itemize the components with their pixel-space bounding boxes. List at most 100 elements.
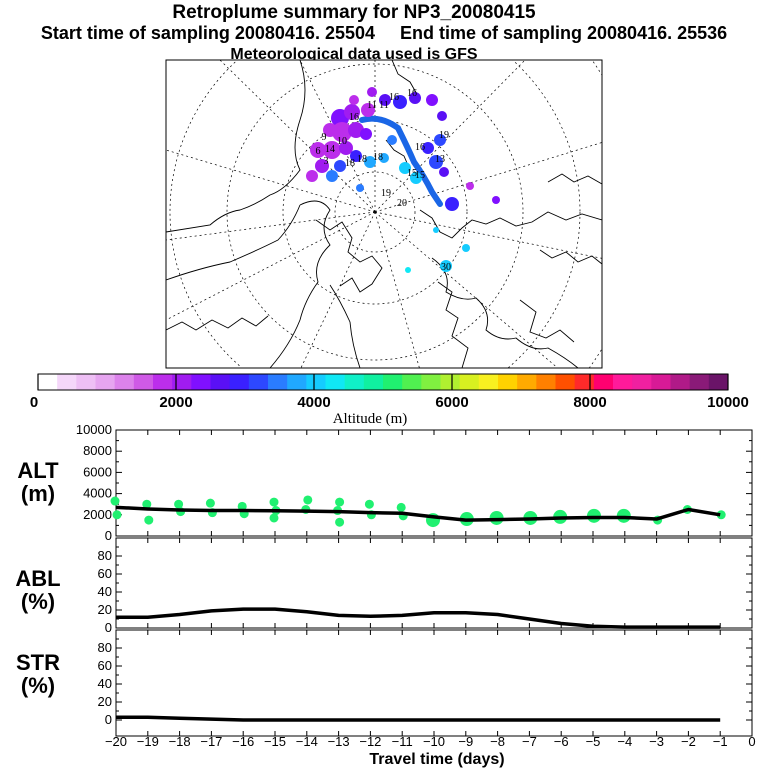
alt-scatter-point	[110, 496, 120, 506]
plume-point-label: 14	[325, 144, 335, 155]
colorbar-swatch	[670, 374, 691, 390]
colorbar-tick-label: 2000	[159, 394, 192, 411]
alt-scatter-point	[335, 517, 345, 527]
alt-scatter-point	[396, 502, 406, 512]
plume-point	[367, 87, 377, 97]
y-tick-label: 20	[98, 694, 112, 709]
alt-scatter-point	[205, 498, 215, 508]
y-tick-label: 40	[98, 584, 112, 599]
plume-point	[332, 122, 352, 142]
plume-point	[306, 170, 318, 182]
x-tick-label: −16	[232, 734, 254, 749]
plume-point	[445, 197, 459, 211]
coastlines	[166, 60, 602, 368]
plume-point	[387, 135, 397, 145]
colorbar-swatch	[383, 374, 403, 390]
alt-scatter-point	[144, 515, 154, 525]
chart-title: Retroplume summary for NP3_20080415	[172, 2, 536, 23]
plume-point-label: 15	[407, 168, 417, 179]
plume-point	[349, 95, 359, 105]
colorbar-tick-label: 10000	[707, 394, 749, 411]
colorbar-swatch	[440, 374, 461, 390]
y-tick-label: 4000	[83, 486, 112, 501]
colorbar-swatch	[172, 374, 192, 390]
colorbar-swatch	[95, 374, 116, 390]
plume-point	[434, 134, 446, 146]
y-tick-label: 10000	[76, 422, 112, 437]
x-tick-label: −2	[681, 734, 696, 749]
x-tick-label: −12	[359, 734, 381, 749]
plume-point-label: 11	[379, 100, 389, 111]
plume-point-label: 6	[316, 146, 321, 157]
colorbar-swatch	[689, 374, 710, 390]
colorbar-swatch	[459, 374, 480, 390]
y-tick-label: 20	[98, 602, 112, 617]
plume-point-label: 10	[337, 136, 347, 147]
y-tick-label: 80	[98, 640, 112, 655]
x-tick-label: −15	[264, 734, 286, 749]
colorbar-swatch	[268, 374, 288, 390]
sampling-times: Start time of sampling 20080416. 25504 E…	[40, 23, 728, 43]
plume-point-label: 16	[407, 88, 417, 99]
colorbar-swatch	[133, 374, 154, 390]
plume-point-label: 20	[397, 198, 407, 209]
x-tick-label: −11	[392, 734, 413, 749]
colorbar-swatch	[210, 374, 231, 390]
plume-point	[462, 244, 470, 252]
plume-point-label: 19	[439, 130, 449, 141]
colorbar-swatch	[421, 374, 441, 390]
colorbar-swatch	[536, 374, 556, 390]
alt-scatter-point	[142, 499, 152, 509]
plume-point-label: 11	[367, 100, 377, 111]
colorbar-tick-label: 4000	[297, 394, 330, 411]
colorbar-swatch	[555, 374, 576, 390]
plume-point	[422, 142, 434, 154]
colorbar-swatch	[114, 374, 135, 390]
colorbar-swatch	[191, 374, 211, 390]
met-data-line: Meteorological data used is GFS	[230, 46, 478, 63]
x-tick-label: −9	[458, 734, 473, 749]
colorbar-swatch	[593, 374, 614, 390]
plume-point	[492, 196, 500, 204]
panel-label: ABL	[15, 566, 60, 591]
panel-alt: ALT(m) 0 2000 4000 6000 8000 10000	[17, 422, 753, 543]
plume-points	[306, 87, 500, 273]
alt-scatter-point	[174, 499, 184, 509]
colorbar-swatch	[363, 374, 384, 390]
panel-abl: ABL(%) 0 20 40 60 80	[15, 537, 753, 635]
plume-point	[310, 142, 326, 158]
plume-point-label: 16	[389, 92, 399, 103]
x-tick-label: −10	[423, 734, 445, 749]
colorbar-swatch	[478, 374, 499, 390]
colorbar-swatch	[153, 374, 173, 390]
plume-point	[466, 182, 474, 190]
colorbar-tick-label: 0	[30, 394, 38, 411]
alt-scatter-point	[269, 513, 279, 523]
longitude-lines	[166, 60, 602, 368]
panel-label: (%)	[21, 673, 55, 698]
x-tick-label: −17	[200, 734, 222, 749]
plume-point	[437, 111, 447, 121]
x-tick-label: 0	[748, 734, 755, 749]
plume-point	[410, 172, 422, 184]
y-tick-label: 60	[98, 658, 112, 673]
plume-point	[334, 160, 346, 172]
plume-point	[350, 150, 362, 162]
colorbar-swatch	[498, 374, 518, 390]
colorbar-swatch	[517, 374, 537, 390]
altitude-colorbar: 0 2000 4000 6000 8000 10000	[30, 373, 749, 411]
plume-point	[379, 94, 391, 106]
panel-label: ALT	[17, 458, 59, 483]
plume-track	[359, 115, 443, 207]
plume-point	[339, 141, 353, 155]
alt-scatter-point	[364, 499, 374, 509]
panel-str: STR(%) 0 20 40 60 80	[16, 629, 753, 737]
alt-scatter-point	[716, 510, 726, 520]
plume-point	[426, 94, 438, 106]
plume-point-label: 3	[324, 156, 329, 167]
plume-point	[399, 162, 411, 174]
